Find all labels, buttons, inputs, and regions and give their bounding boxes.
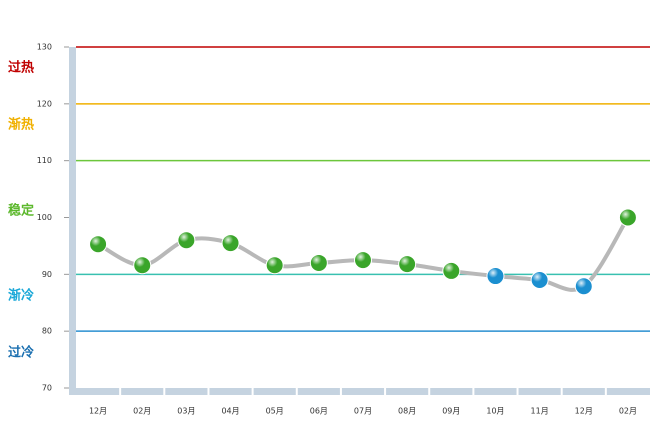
point-shine	[399, 256, 416, 273]
point-shine	[266, 257, 283, 274]
x-tick-label: 11月	[531, 407, 549, 416]
x-tick-gap	[428, 388, 431, 395]
x-tick-label: 02月	[133, 407, 151, 416]
y-tick-label: 70	[42, 384, 52, 393]
x-tick-gap	[119, 388, 122, 395]
point-shine	[178, 232, 195, 249]
point-shine	[90, 236, 107, 253]
x-tick-label: 02月	[619, 407, 637, 416]
x-tick-gap	[560, 388, 563, 395]
x-tick-label: 12月	[89, 407, 107, 416]
zone-label: 稳定	[8, 203, 34, 219]
x-tick-gap	[295, 388, 298, 395]
x-tick-label: 07月	[354, 407, 372, 416]
point-shine	[575, 278, 592, 295]
y-tick-label: 110	[37, 156, 52, 165]
x-tick-gap	[207, 388, 210, 395]
y-tick-label: 90	[42, 270, 52, 279]
point-shine	[222, 235, 239, 252]
zone-label: 渐冷	[8, 288, 34, 304]
x-tick-label: 05月	[266, 407, 284, 416]
point-shine	[310, 254, 327, 271]
zone-label: 过冷	[8, 345, 34, 361]
y-tick-label: 130	[37, 43, 52, 52]
x-tick-label: 06月	[310, 407, 328, 416]
x-tick-gap	[163, 388, 166, 395]
point-shine	[619, 209, 636, 226]
y-tick-label: 100	[37, 213, 52, 222]
x-tick-gap	[516, 388, 519, 395]
zone-label: 过热	[8, 60, 34, 76]
x-tick-gap	[339, 388, 342, 395]
x-tick-label: 08月	[398, 407, 416, 416]
point-shine	[355, 252, 371, 269]
point-shine	[487, 268, 504, 285]
point-shine	[134, 257, 151, 274]
point-shine	[531, 272, 548, 289]
x-tick-label: 10月	[486, 407, 504, 416]
y-tick-label: 80	[42, 327, 52, 336]
x-axis-bar	[69, 388, 650, 395]
x-tick-gap	[604, 388, 607, 395]
y-tick-label: 120	[37, 99, 52, 108]
x-tick-label: 12月	[575, 407, 593, 416]
point-shine	[443, 262, 460, 279]
x-tick-gap	[384, 388, 387, 395]
x-tick-gap	[472, 388, 475, 395]
x-tick-label: 04月	[221, 407, 239, 416]
zone-label: 渐热	[8, 117, 34, 133]
y-axis-bar	[69, 47, 76, 395]
x-tick-label: 03月	[177, 407, 195, 416]
x-tick-gap	[251, 388, 254, 395]
x-tick-label: 09月	[442, 407, 460, 416]
